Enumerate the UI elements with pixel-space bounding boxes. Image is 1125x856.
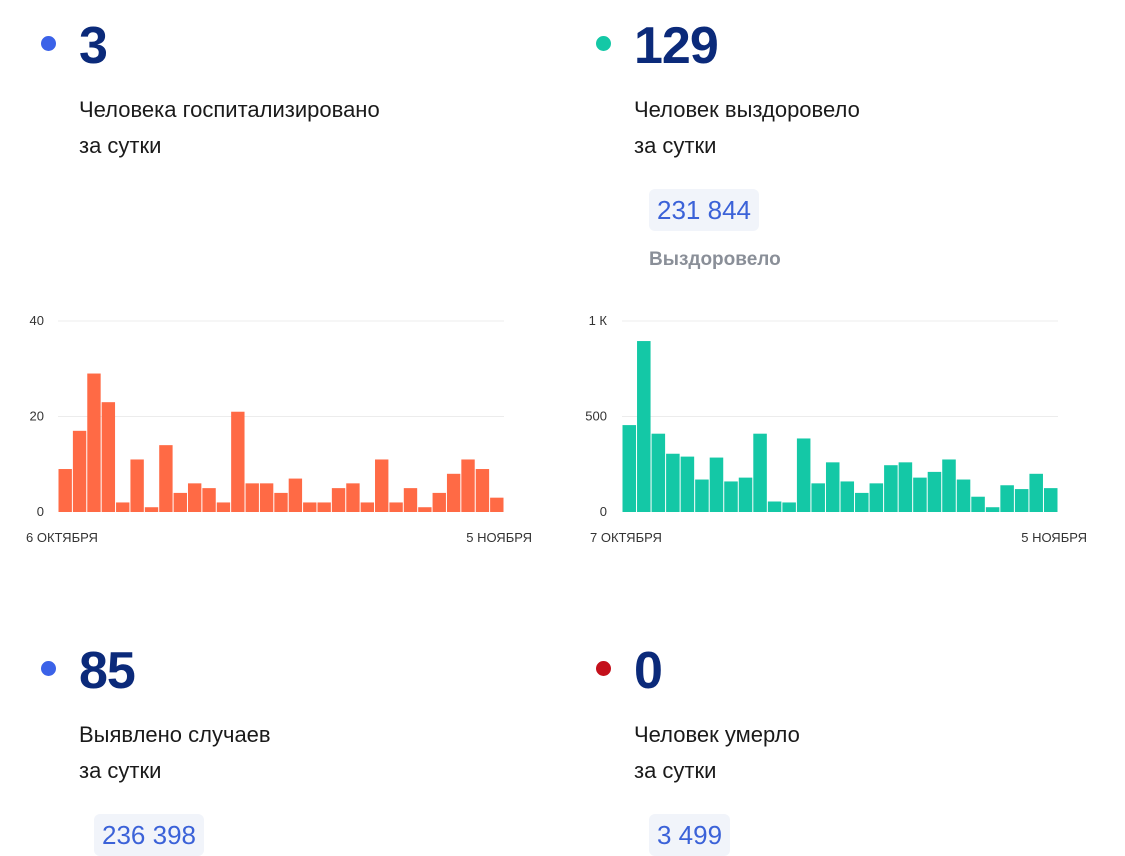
y-tick-label: 40 (30, 313, 44, 328)
bar (767, 501, 782, 512)
bar (58, 469, 72, 512)
x-end-label: 5 НОЯБРЯ (1021, 530, 1087, 545)
bar (1000, 485, 1014, 512)
bar (274, 492, 288, 512)
x-start-label: 6 ОКТЯБРЯ (26, 530, 98, 545)
bar (432, 492, 446, 512)
recovered-chart: 0 500 1 К 7 ОКТЯБРЯ 5 НОЯБРЯ (585, 313, 1087, 545)
bar (461, 459, 475, 512)
bar (898, 462, 913, 512)
y-tick-label: 20 (30, 409, 44, 424)
deaths-label: Человек умерло за сутки (634, 717, 800, 789)
bar (173, 492, 187, 512)
bar (187, 483, 202, 512)
bar (101, 402, 116, 512)
deaths-total: 3 499 (649, 814, 731, 856)
y-tick-label: 0 (37, 504, 44, 519)
deaths-dot (596, 661, 611, 676)
bar (709, 457, 724, 512)
bar (811, 483, 825, 512)
cases-label-line1: Выявлено случаев (79, 722, 271, 747)
bar (985, 507, 1000, 512)
bar (956, 479, 971, 512)
bar (360, 502, 375, 512)
bar (403, 488, 418, 512)
cases-label-line2: за сутки (79, 758, 162, 783)
bar (884, 465, 898, 512)
bar (942, 459, 956, 512)
bar (680, 456, 695, 512)
y-tick-label: 1 К (589, 313, 608, 328)
hospitalized-label: Человека госпитализировано за сутки (79, 92, 380, 164)
hospitalized-chart: 0 20 40 6 ОКТЯБРЯ 5 НОЯБРЯ (26, 313, 532, 545)
y-tick-label: 500 (585, 409, 607, 424)
recovered-total: 231 844 (649, 189, 759, 231)
bar (231, 411, 245, 512)
bar (317, 502, 331, 512)
bar (72, 430, 87, 512)
bar (490, 497, 504, 512)
bar (1014, 489, 1029, 512)
bar (724, 481, 738, 512)
deaths-label-line2: за сутки (634, 758, 717, 783)
bar (753, 433, 767, 512)
recovered-label-line1: Человек выздоровело (634, 97, 860, 122)
bar (418, 507, 432, 512)
bar (637, 341, 651, 512)
bar (202, 488, 216, 512)
bar (346, 483, 360, 512)
bar (695, 479, 709, 512)
bar (130, 459, 144, 512)
bar (144, 507, 159, 512)
bar (971, 496, 985, 512)
bar (1029, 473, 1043, 512)
x-end-label: 5 НОЯБРЯ (466, 530, 532, 545)
y-tick-label: 0 (600, 504, 607, 519)
bar (446, 473, 461, 512)
bar (840, 481, 855, 512)
bar (622, 425, 637, 512)
bar (913, 477, 927, 512)
bar (116, 502, 130, 512)
deaths-label-line1: Человек умерло (634, 722, 800, 747)
bar (216, 502, 231, 512)
bar (927, 471, 942, 512)
recovered-dot (596, 36, 611, 51)
cases-dot (41, 661, 56, 676)
bar (782, 502, 796, 512)
cases-label: Выявлено случаев за сутки (79, 717, 271, 789)
bar (796, 438, 811, 512)
bar (475, 469, 490, 512)
bar (389, 502, 403, 512)
bar (87, 373, 101, 512)
bar (651, 433, 666, 512)
bar (303, 502, 317, 512)
recovered-label: Человек выздоровело за сутки (634, 92, 860, 164)
bar (331, 488, 346, 512)
bar (869, 483, 884, 512)
cases-value: 85 (79, 642, 136, 700)
bar (288, 478, 303, 512)
bar (666, 453, 680, 512)
bar (245, 483, 259, 512)
bar (855, 492, 869, 512)
cases-total: 236 398 (94, 814, 204, 856)
bar (1043, 488, 1058, 512)
recovered-value: 129 (634, 17, 719, 75)
bar (825, 462, 840, 512)
x-start-label: 7 ОКТЯБРЯ (590, 530, 662, 545)
bar (375, 459, 389, 512)
bar (259, 483, 274, 512)
deaths-value: 0 (634, 642, 663, 700)
hospitalized-dot (41, 36, 56, 51)
bar (159, 445, 173, 512)
hospitalized-label-line2: за сутки (79, 133, 162, 158)
recovered-label-line2: за сутки (634, 133, 717, 158)
recovered-total-label: Выздоровело (649, 249, 781, 270)
bar (738, 477, 753, 512)
hospitalized-label-line1: Человека госпитализировано (79, 97, 380, 122)
hospitalized-value: 3 (79, 17, 108, 75)
